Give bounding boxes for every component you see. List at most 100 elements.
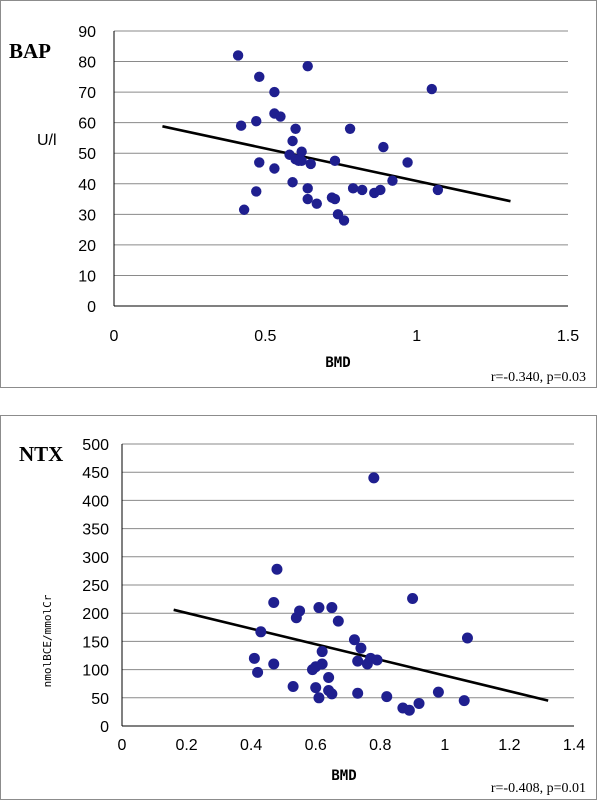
y-tick-label: 350 — [82, 522, 109, 539]
y-tick-label: 500 — [82, 437, 109, 454]
data-point — [344, 123, 356, 134]
data-point — [254, 157, 265, 168]
plot-area: 0 10 20 30 40 50 60 70 80 90 0 0.5 1 1.5 — [78, 24, 579, 345]
y-tick-label: 50 — [78, 146, 96, 163]
chart-title: BAP — [9, 39, 51, 63]
data-point — [332, 615, 344, 627]
data-point — [232, 50, 244, 61]
data-point — [275, 111, 286, 122]
data-point — [368, 472, 380, 484]
x-tick-label: 0.8 — [369, 737, 391, 754]
data-point — [316, 658, 328, 670]
data-point — [251, 115, 262, 127]
ntx-chart-panel: NTX nmolBCE/mmolCr BMD r=-0.408, p=0.01 … — [0, 415, 597, 800]
data-point — [348, 634, 360, 646]
correlation-annotation: r=-0.408, p=0.01 — [491, 781, 586, 796]
data-point — [352, 687, 364, 699]
x-tick-label: 0.2 — [175, 737, 197, 754]
data-point — [402, 157, 413, 168]
data-point — [269, 86, 280, 98]
data-point — [251, 186, 262, 197]
data-point — [302, 60, 313, 72]
data-point — [352, 655, 364, 667]
data-point — [238, 204, 250, 215]
y-tick-label: 70 — [78, 85, 96, 102]
data-point — [269, 163, 280, 174]
data-point — [235, 120, 247, 131]
x-tick-label: 1.2 — [498, 737, 520, 754]
y-tick-label: 450 — [82, 465, 109, 482]
data-point — [375, 184, 386, 196]
data-point — [347, 183, 359, 194]
x-tick-label: 0 — [118, 737, 127, 754]
correlation-annotation: r=-0.340, p=0.03 — [491, 370, 586, 385]
data-point — [271, 563, 283, 575]
data-point — [387, 175, 398, 186]
data-point — [302, 193, 313, 205]
data-point — [316, 646, 328, 658]
data-point — [407, 593, 419, 605]
data-point — [268, 658, 280, 670]
data-point — [329, 193, 341, 205]
data-point — [378, 141, 389, 153]
plot-area: 0 50 100 150 200 250 300 350 400 450 500 0 0.2 0.4 0.6… — [82, 437, 585, 754]
data-point — [248, 652, 260, 664]
y-tick-label: 150 — [82, 634, 109, 651]
x-axis-label: BMD — [331, 768, 356, 784]
ntx-scatter-chart: NTX nmolBCE/mmolCr BMD r=-0.408, p=0.01 … — [19, 437, 586, 796]
data-point — [296, 155, 307, 167]
data-point — [323, 671, 335, 683]
data-point — [326, 602, 338, 614]
data-point — [403, 704, 415, 716]
data-point — [294, 605, 306, 617]
y-tick-label: 50 — [91, 691, 109, 708]
data-point — [432, 184, 444, 196]
data-point — [329, 155, 341, 167]
y-tick-label: 10 — [78, 268, 96, 285]
data-point — [287, 177, 298, 188]
y-tick-label: 0 — [100, 719, 109, 736]
data-point — [461, 632, 473, 644]
y-tick-label: 40 — [78, 177, 96, 194]
data-point — [302, 183, 313, 194]
y-tick-label: 90 — [78, 24, 96, 41]
y-tick-label: 100 — [82, 663, 109, 680]
data-point — [268, 596, 280, 608]
data-point — [338, 215, 350, 226]
x-tick-label: 1.5 — [557, 328, 579, 345]
data-point — [413, 697, 425, 709]
y-tick-label: 80 — [78, 55, 96, 72]
bap-chart-panel: BAP U/l BMD r=-0.340, p=0.03 0 10 20 30 40 50… — [0, 0, 597, 388]
data-point — [313, 602, 325, 614]
chart-title: NTX — [19, 442, 63, 466]
data-point — [296, 146, 307, 157]
data-point — [310, 682, 322, 694]
y-tick-label: 250 — [82, 578, 109, 595]
x-axis-label: BMD — [325, 355, 350, 371]
data-point — [426, 83, 437, 95]
y-tick-label: 60 — [78, 116, 96, 133]
data-point — [254, 71, 265, 83]
data-point — [255, 626, 267, 638]
y-tick-label: 30 — [78, 207, 96, 224]
data-point — [287, 681, 299, 693]
data-point — [290, 123, 301, 134]
x-tick-label: 1.4 — [563, 737, 585, 754]
data-point — [458, 695, 470, 707]
data-point — [381, 691, 393, 703]
data-point — [355, 642, 367, 654]
y-axis-label: U/l — [37, 132, 57, 149]
data-point — [371, 654, 383, 666]
data-point — [287, 135, 298, 147]
data-point — [313, 692, 325, 704]
data-point — [311, 198, 322, 209]
y-tick-label: 300 — [82, 550, 109, 567]
data-point — [432, 686, 444, 698]
data-point — [356, 184, 368, 196]
x-tick-label: 1 — [412, 328, 421, 345]
x-tick-label: 0.5 — [254, 328, 276, 345]
x-tick-label: 1 — [440, 737, 449, 754]
data-point — [326, 688, 338, 700]
y-tick-label: 20 — [78, 238, 96, 255]
y-tick-label: 0 — [87, 299, 96, 316]
